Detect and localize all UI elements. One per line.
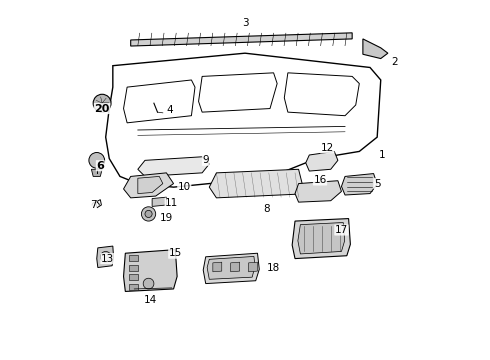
Text: 8: 8	[263, 203, 270, 213]
Text: 4: 4	[167, 105, 173, 115]
Polygon shape	[129, 265, 138, 271]
Text: 16: 16	[314, 175, 327, 185]
Polygon shape	[92, 169, 102, 176]
Text: 20: 20	[95, 104, 110, 113]
Polygon shape	[129, 255, 138, 261]
Circle shape	[142, 207, 156, 221]
Text: 9: 9	[202, 156, 209, 165]
Text: 12: 12	[320, 143, 334, 153]
Polygon shape	[129, 284, 138, 290]
Text: 2: 2	[392, 57, 398, 67]
Text: 11: 11	[165, 198, 178, 208]
Text: 5: 5	[374, 179, 380, 189]
Polygon shape	[207, 256, 255, 279]
Polygon shape	[123, 173, 173, 198]
Text: 17: 17	[335, 225, 348, 235]
Polygon shape	[138, 157, 209, 176]
Polygon shape	[306, 152, 338, 171]
Text: 7: 7	[90, 200, 97, 210]
Polygon shape	[342, 174, 377, 195]
Polygon shape	[129, 274, 138, 280]
Text: 18: 18	[267, 262, 280, 273]
Polygon shape	[209, 169, 302, 198]
Text: 10: 10	[178, 182, 191, 192]
Polygon shape	[152, 197, 167, 206]
Polygon shape	[213, 262, 222, 272]
Text: 14: 14	[144, 295, 157, 305]
Text: 13: 13	[101, 253, 114, 264]
Polygon shape	[97, 246, 114, 267]
Polygon shape	[298, 222, 344, 254]
Circle shape	[100, 251, 111, 262]
Text: 6: 6	[97, 161, 104, 171]
Polygon shape	[123, 249, 177, 292]
Circle shape	[143, 278, 154, 289]
Text: 19: 19	[160, 212, 173, 222]
Text: 15: 15	[169, 248, 182, 258]
Text: 1: 1	[379, 150, 386, 160]
Polygon shape	[363, 39, 388, 59]
Polygon shape	[131, 33, 352, 46]
Polygon shape	[295, 181, 342, 202]
Polygon shape	[248, 262, 258, 272]
Circle shape	[145, 210, 152, 217]
Polygon shape	[292, 219, 350, 258]
Polygon shape	[138, 176, 163, 194]
Polygon shape	[231, 262, 240, 272]
Text: 3: 3	[242, 18, 248, 28]
Circle shape	[89, 153, 104, 168]
Polygon shape	[203, 253, 259, 284]
Circle shape	[93, 94, 111, 112]
